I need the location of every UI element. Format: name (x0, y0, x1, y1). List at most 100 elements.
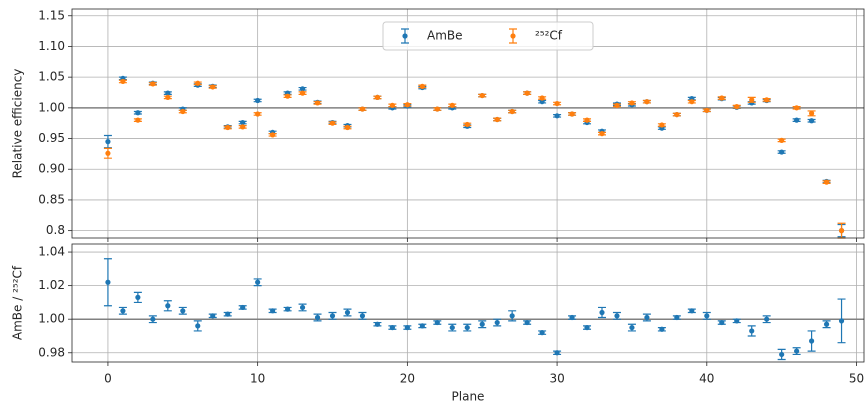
data-point (419, 323, 425, 329)
y-axis-label: Relative efficiency (11, 69, 25, 179)
y-tick-label: 1.10 (38, 39, 65, 53)
data-point (779, 149, 785, 155)
data-point (494, 116, 500, 123)
data-point (105, 150, 111, 156)
data-point (539, 330, 545, 336)
data-point (270, 308, 276, 314)
data-point (823, 179, 830, 185)
data-point (689, 99, 695, 105)
data-point (374, 94, 381, 101)
data-point (704, 313, 710, 319)
y-axis-label: AmBe / ²⁵²Cf (11, 265, 25, 340)
data-point (419, 83, 425, 89)
data-point (823, 321, 830, 327)
data-point (464, 121, 470, 128)
data-point (165, 303, 171, 309)
data-point (255, 279, 261, 285)
data-point (554, 113, 560, 119)
data-point (554, 350, 560, 356)
data-point (150, 316, 156, 322)
y-tick-label: 0.95 (38, 131, 65, 145)
data-point (299, 86, 306, 92)
data-point (794, 105, 800, 111)
data-point (449, 102, 455, 108)
data-point (584, 324, 590, 331)
data-point (794, 117, 800, 123)
data-point (195, 80, 201, 86)
y-tick-label: 0.8 (46, 223, 65, 237)
legend-label: AmBe (427, 29, 463, 43)
x-tick-label: 30 (549, 372, 564, 386)
data-point (704, 107, 710, 113)
data-point (180, 308, 186, 314)
data-point (210, 313, 216, 319)
data-point (449, 324, 455, 331)
data-point (464, 324, 470, 331)
data-point (120, 78, 126, 85)
x-axis-label: Plane (452, 390, 485, 404)
data-point (299, 90, 306, 96)
y-tick-label: 1.15 (38, 8, 65, 22)
data-point (165, 90, 171, 96)
data-point (749, 97, 755, 103)
x-tick-label: 10 (250, 372, 265, 386)
data-point (374, 321, 381, 327)
y-tick-label: 1.00 (38, 100, 65, 114)
data-point (135, 294, 141, 300)
data-point (240, 119, 246, 126)
data-point (404, 102, 410, 108)
legend-label: ²⁵²Cf (535, 29, 563, 43)
data-point (135, 117, 141, 123)
data-point (284, 93, 291, 99)
data-point (524, 319, 530, 326)
data-point (838, 228, 845, 234)
data-point (165, 94, 171, 101)
data-point (359, 313, 366, 319)
y-tick-label: 1.02 (38, 278, 65, 292)
x-tick-label: 40 (699, 372, 714, 386)
legend-symbol (402, 33, 408, 39)
data-point (764, 316, 770, 322)
data-point (749, 328, 755, 334)
data-point (389, 102, 395, 108)
data-point (120, 308, 126, 314)
data-point (644, 314, 650, 321)
data-point (359, 106, 366, 112)
data-point (105, 139, 111, 145)
data-point (255, 97, 261, 104)
y-tick-label: 1.00 (38, 312, 65, 326)
data-point (329, 120, 336, 126)
data-point (569, 314, 575, 321)
data-point (434, 106, 440, 112)
data-point (509, 313, 515, 319)
data-point (225, 311, 231, 317)
data-point (629, 100, 635, 106)
data-point (240, 304, 246, 311)
data-point (569, 111, 575, 117)
data-point (404, 324, 410, 331)
data-point (599, 309, 605, 316)
data-point (614, 313, 620, 319)
data-point (314, 100, 321, 106)
data-point (210, 84, 216, 90)
data-point (479, 92, 485, 99)
data-point (659, 326, 665, 332)
data-point (719, 319, 725, 326)
data-point (539, 99, 545, 105)
data-point (195, 323, 201, 329)
data-point (225, 124, 231, 131)
y-tick-label: 1.05 (38, 70, 65, 84)
data-point (584, 117, 590, 123)
plot-frame (71, 8, 865, 239)
data-point (509, 108, 515, 115)
data-point (629, 324, 635, 331)
x-tick-label: 20 (400, 372, 415, 386)
data-point (180, 108, 186, 115)
data-point (344, 309, 351, 316)
data-point (479, 321, 485, 327)
legend-frame (382, 21, 594, 51)
data-point (299, 304, 306, 311)
data-point (614, 102, 620, 108)
data-point (659, 122, 665, 128)
data-point (779, 137, 785, 143)
